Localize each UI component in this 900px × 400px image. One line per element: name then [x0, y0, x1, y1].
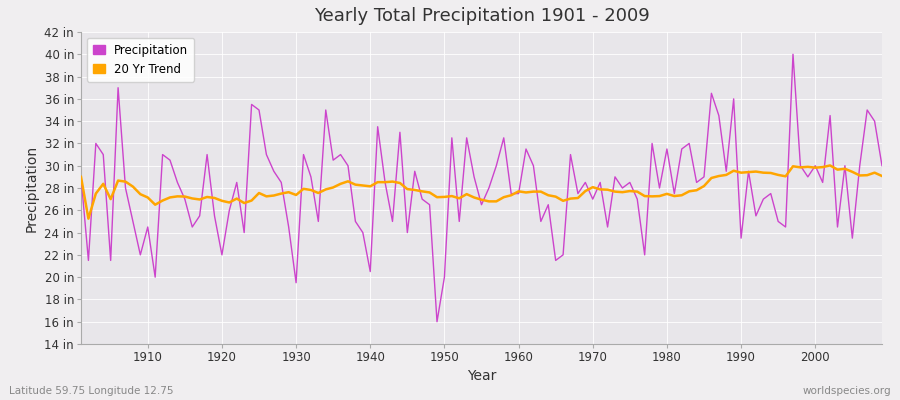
Text: worldspecies.org: worldspecies.org — [803, 386, 891, 396]
Y-axis label: Precipitation: Precipitation — [25, 144, 39, 232]
X-axis label: Year: Year — [467, 370, 496, 384]
Text: Latitude 59.75 Longitude 12.75: Latitude 59.75 Longitude 12.75 — [9, 386, 174, 396]
Legend: Precipitation, 20 Yr Trend: Precipitation, 20 Yr Trend — [87, 38, 194, 82]
Title: Yearly Total Precipitation 1901 - 2009: Yearly Total Precipitation 1901 - 2009 — [313, 7, 650, 25]
